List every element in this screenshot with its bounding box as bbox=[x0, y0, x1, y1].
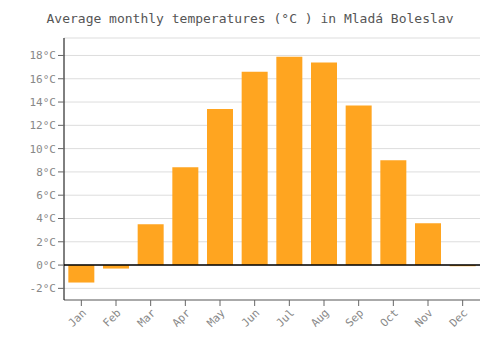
svg-text:10°C: 10°C bbox=[30, 143, 57, 156]
svg-text:4°C: 4°C bbox=[36, 212, 56, 225]
svg-text:Mar: Mar bbox=[135, 306, 159, 330]
svg-text:6°C: 6°C bbox=[36, 189, 56, 202]
svg-text:-2°C: -2°C bbox=[30, 282, 57, 295]
svg-text:Jul: Jul bbox=[274, 306, 297, 329]
svg-text:Apr: Apr bbox=[170, 306, 194, 330]
svg-text:Aug: Aug bbox=[308, 306, 331, 329]
svg-text:12°C: 12°C bbox=[30, 119, 57, 132]
svg-text:Sep: Sep bbox=[343, 306, 366, 329]
svg-text:Feb: Feb bbox=[100, 306, 123, 329]
svg-text:Nov: Nov bbox=[412, 306, 436, 330]
svg-text:Dec: Dec bbox=[447, 306, 470, 329]
svg-text:Oct: Oct bbox=[378, 306, 401, 329]
svg-text:8°C: 8°C bbox=[36, 166, 56, 179]
svg-text:14°C: 14°C bbox=[30, 96, 57, 109]
svg-text:0°C: 0°C bbox=[36, 259, 56, 272]
svg-text:May: May bbox=[204, 306, 228, 330]
html-text:Average monthly temperatures (: Average monthly temperatures (°C ) in Ml… bbox=[46, 11, 454, 26]
svg-text:18°C: 18°C bbox=[30, 49, 57, 62]
svg-text:Jan: Jan bbox=[66, 306, 89, 329]
svg-text:Jun: Jun bbox=[239, 306, 262, 329]
svg-text:2°C: 2°C bbox=[36, 236, 56, 249]
svg-text:16°C: 16°C bbox=[30, 73, 57, 86]
